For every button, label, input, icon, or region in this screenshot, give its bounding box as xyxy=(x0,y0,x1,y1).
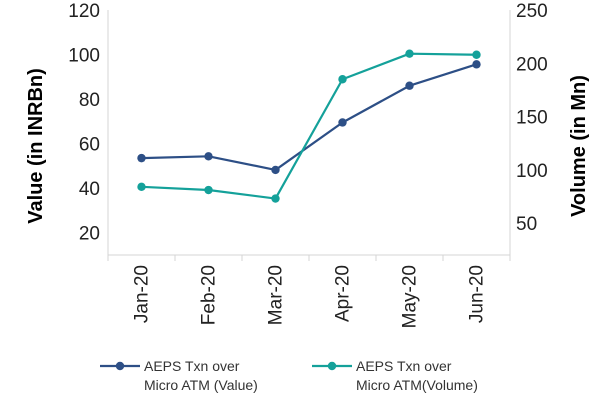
data-point-volume xyxy=(405,49,414,58)
legend-label: AEPS Txn over xyxy=(356,358,452,374)
series-line-value xyxy=(141,63,477,172)
axes-group xyxy=(107,10,511,256)
data-point-volume xyxy=(137,182,146,192)
legend-label: Micro ATM (Value) xyxy=(144,377,258,393)
legend-item: AEPS Txn over Micro ATM(Volume) xyxy=(312,358,478,393)
right-tick-label: 250 xyxy=(516,1,548,22)
data-point-value xyxy=(472,60,481,69)
x-tick-label: Jun-20 xyxy=(467,265,488,323)
data-point-value xyxy=(338,118,347,127)
data-point-volume xyxy=(271,194,280,203)
legend-item: AEPS Txn over Micro ATM (Value) xyxy=(100,358,258,393)
data-point-value xyxy=(204,152,213,161)
data-point-value xyxy=(137,153,146,163)
left-tick-label: 120 xyxy=(68,1,100,22)
right-tick-label: 50 xyxy=(516,214,537,235)
left-tick-label: 20 xyxy=(79,224,100,245)
right-tick-label: 150 xyxy=(516,108,548,129)
left-tick-label: 100 xyxy=(68,46,100,67)
right-axis-title: Volume (in Mn) xyxy=(568,75,590,217)
x-tick-label: Jan-20 xyxy=(132,265,153,323)
x-tick-label: Apr-20 xyxy=(333,265,354,322)
legend-marker xyxy=(327,361,337,371)
x-tick-label: Mar-20 xyxy=(266,265,287,325)
data-point-volume xyxy=(204,185,213,195)
left-tick-label: 60 xyxy=(79,135,100,156)
legend-marker xyxy=(115,361,125,371)
left-axis-title: Value (in INRBn) xyxy=(25,68,47,224)
x-tick-label: Feb-20 xyxy=(199,265,220,325)
x-tick-label: May-20 xyxy=(400,265,421,328)
series-group xyxy=(137,49,481,203)
right-axis-ticks: 50 100 150 200 250 xyxy=(516,1,548,235)
right-tick-label: 200 xyxy=(516,54,548,75)
left-tick-label: 40 xyxy=(79,179,100,200)
data-point-value xyxy=(271,165,280,175)
legend-label: AEPS Txn over xyxy=(144,358,240,374)
data-point-volume xyxy=(338,75,347,84)
right-tick-label: 100 xyxy=(516,161,548,182)
legend-label: Micro ATM(Volume) xyxy=(356,377,478,393)
data-point-value xyxy=(405,81,414,90)
left-axis-ticks: 20 40 60 80 100 120 xyxy=(68,1,100,245)
left-tick-label: 80 xyxy=(79,90,100,111)
data-point-volume xyxy=(472,50,481,59)
x-axis-ticks: Jan-20 Feb-20 Mar-20 Apr-20 May-20 Jun-20 xyxy=(107,255,511,328)
series-line-volume xyxy=(141,52,477,200)
